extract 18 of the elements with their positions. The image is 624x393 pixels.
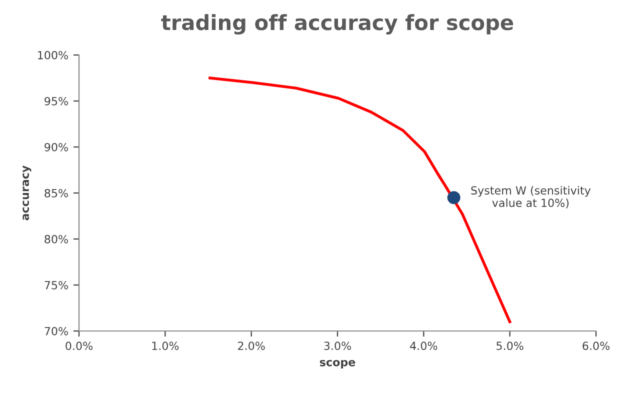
y-tick-label: 75% bbox=[44, 280, 68, 290]
annotation: System W (sensitivity value at 10%) bbox=[471, 186, 591, 208]
y-tick-label: 95% bbox=[44, 96, 68, 106]
y-tick-label: 70% bbox=[44, 326, 68, 336]
y-tick-label: 85% bbox=[44, 188, 68, 198]
x-tick-label: 2.0% bbox=[238, 342, 265, 350]
y-axis-title: accuracy bbox=[22, 166, 32, 220]
y-tick-label: 100% bbox=[38, 50, 68, 60]
x-axis-title: scope bbox=[320, 360, 356, 368]
x-tick-label: 1.0% bbox=[152, 342, 179, 350]
x-tick-label: 4.0% bbox=[410, 342, 438, 350]
chart-title: trading off accuracy for scope bbox=[161, 14, 514, 34]
y-tick-label: 90% bbox=[44, 142, 68, 152]
x-tick-label: 6.0% bbox=[582, 342, 610, 350]
x-tick-label: 0.0% bbox=[66, 342, 92, 350]
x-tick-label: 3.0% bbox=[324, 342, 351, 350]
x-tick-label: 5.0% bbox=[496, 342, 524, 350]
y-tick-label: 80% bbox=[44, 234, 68, 244]
